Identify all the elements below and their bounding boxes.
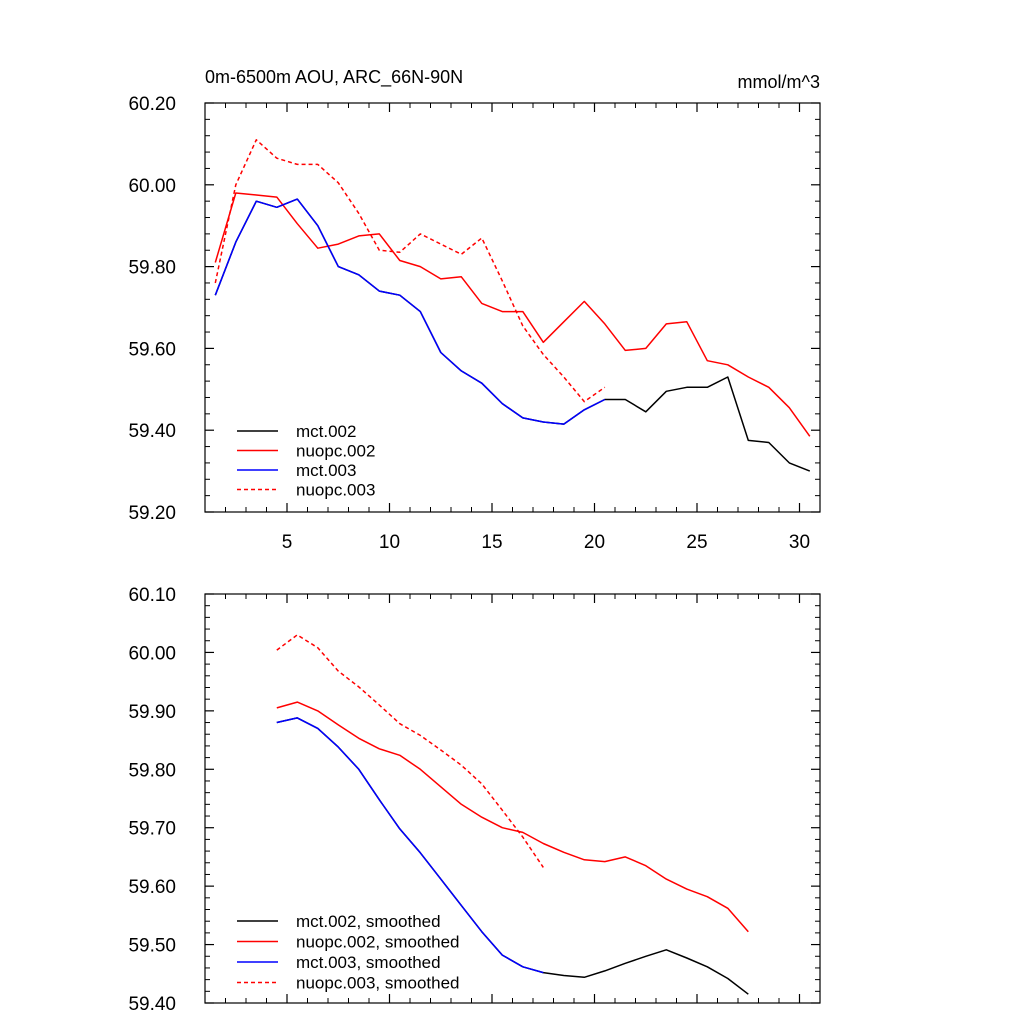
legend-label-3: nuopc.003, smoothed: [296, 974, 460, 993]
series-line-2: [214, 198, 606, 425]
legend-label-3: nuopc.003: [296, 481, 375, 500]
y-tick-label: 59.70: [128, 819, 176, 840]
y-tick-label: 59.90: [128, 702, 176, 723]
y-tick-label: 60.00: [128, 176, 176, 197]
series-line-3: [276, 634, 544, 868]
x-tick-label: 25: [686, 532, 707, 553]
legend-label-2: mct.003, smoothed: [296, 953, 441, 972]
chart-title: 0m-6500m AOU, ARC_66N-90N: [205, 67, 463, 88]
legend-label-0: mct.002: [296, 422, 356, 441]
y-tick-label: 59.60: [128, 877, 176, 898]
y-tick-label: 59.80: [128, 258, 176, 279]
x-tick-label: 5: [282, 532, 293, 553]
x-tick-label: 30: [789, 532, 810, 553]
legend-label-0: mct.002, smoothed: [296, 912, 441, 931]
y-tick-label: 60.20: [128, 94, 176, 115]
y-tick-label: 59.80: [128, 760, 176, 781]
y-tick-label: 60.00: [128, 643, 176, 664]
legend-label-1: nuopc.002, smoothed: [296, 933, 460, 952]
units-label: mmol/m^3: [738, 72, 820, 92]
legend-label-1: nuopc.002: [296, 442, 375, 461]
bottom-panel: 59.40 59.50 59.60 59.70 59.80 59.90 60.00 60.10…: [128, 585, 821, 1015]
y-tick-label: 59.40: [128, 421, 176, 442]
series-line-1: [214, 192, 811, 437]
x-tick-label: 20: [584, 532, 605, 553]
x-tick-label: 10: [379, 532, 400, 553]
x-tick-label: 15: [481, 532, 502, 553]
legend-label-2: mct.003: [296, 461, 356, 480]
series-line-2: [276, 717, 544, 974]
y-tick-label: 59.60: [128, 339, 176, 360]
y-tick-label: 59.20: [128, 503, 176, 524]
y-tick-label: 59.40: [128, 994, 176, 1015]
y-tick-label: 59.50: [128, 936, 176, 957]
series-line-3: [214, 139, 606, 403]
series-line-1: [276, 701, 749, 933]
y-tick-label: 60.10: [128, 585, 176, 606]
top-panel: 5 10 15 20 25 30 59.20 59.40 59.60 59.80 60.00 60.2…: [128, 67, 821, 553]
